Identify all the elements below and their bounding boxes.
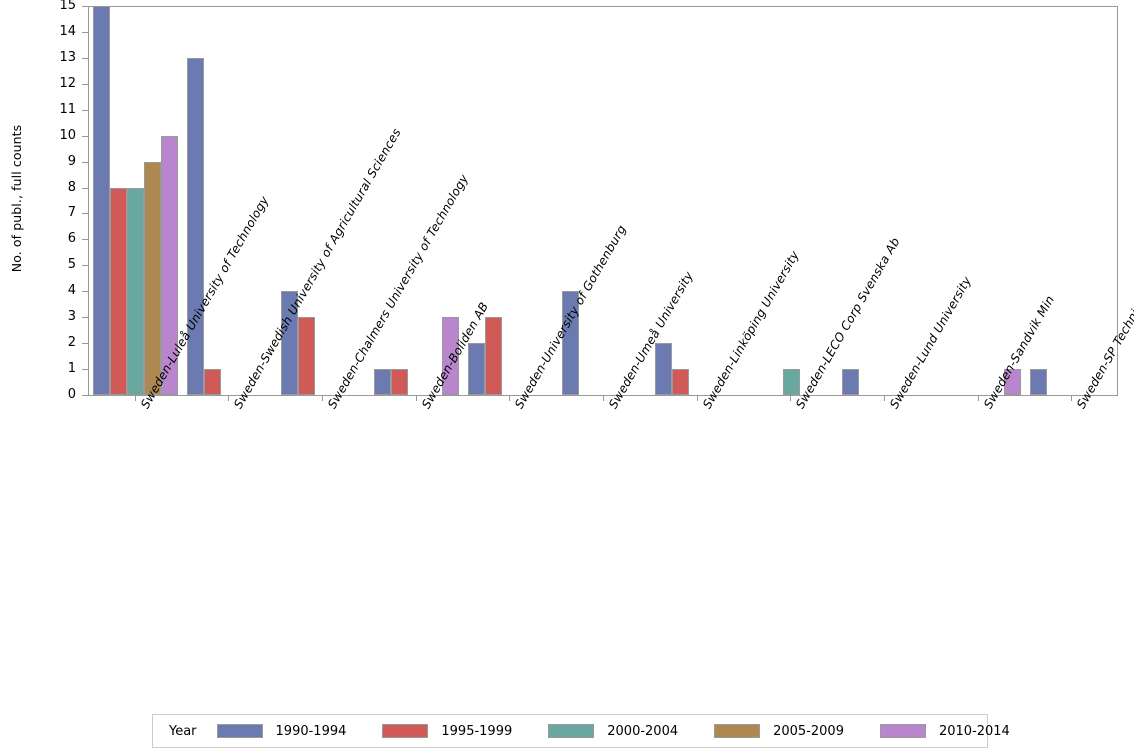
y-tick-label: 7	[67, 205, 76, 221]
x-tick-mark	[228, 396, 230, 401]
legend-swatch	[548, 724, 595, 738]
y-tick-mark	[82, 161, 88, 163]
y-tick-label: 14	[59, 23, 76, 39]
y-axis-title: No. of publ., full counts	[0, 0, 34, 396]
bar	[110, 187, 128, 395]
legend-entry[interactable]: 2000-2004	[548, 724, 678, 739]
y-tick-mark	[82, 317, 88, 319]
y-tick-label: 4	[67, 283, 76, 299]
legend-swatch	[216, 724, 263, 738]
bar	[127, 187, 145, 395]
bar	[782, 369, 800, 395]
y-tick-label: 5	[67, 257, 76, 273]
legend-label: 2000-2004	[607, 723, 679, 739]
plot-area	[88, 6, 1118, 396]
legend-entry[interactable]: 1990-1994	[216, 723, 347, 739]
y-tick-label: 0	[67, 387, 76, 402]
y-tick-mark	[82, 31, 88, 33]
y-tick-mark	[82, 187, 88, 189]
y-tick-mark	[82, 109, 88, 111]
y-tick-label: 15	[59, 0, 76, 13]
legend-swatch	[382, 724, 429, 738]
bar	[655, 343, 673, 395]
x-tick-mark	[1071, 396, 1073, 401]
bar	[93, 6, 111, 395]
y-tick-mark	[82, 57, 88, 59]
bar	[1004, 369, 1022, 395]
bar	[842, 369, 860, 395]
bar	[297, 317, 315, 395]
y-tick-label: 11	[59, 101, 76, 117]
legend-swatch	[714, 724, 761, 738]
legend-entry[interactable]: 2010-2014	[879, 723, 1010, 739]
legend-title: Year	[169, 723, 197, 739]
y-tick-mark	[82, 395, 88, 396]
y-axis-title-text: No. of publ., full counts	[9, 124, 25, 272]
x-tick-mark	[134, 396, 136, 401]
legend: Year 1990-1994 1995-1999 2000-2004 2005-200…	[152, 714, 1010, 748]
x-tick-mark	[322, 396, 324, 401]
bar	[484, 317, 502, 395]
y-tick-label: 6	[67, 231, 76, 247]
y-tick-label: 2	[67, 335, 76, 351]
bar	[203, 369, 221, 395]
bar	[391, 369, 409, 395]
legend-label: 1990-1994	[275, 723, 347, 739]
y-tick-mark	[82, 265, 88, 267]
legend-label: 2005-2009	[773, 723, 844, 739]
bar	[144, 161, 162, 395]
y-tick-mark	[82, 239, 88, 241]
x-tick-mark	[696, 396, 698, 401]
y-tick-label: 9	[67, 153, 76, 169]
bar	[442, 317, 460, 395]
x-tick-mark	[415, 396, 417, 401]
y-tick-mark	[82, 6, 88, 7]
x-tick-mark	[603, 396, 604, 401]
x-tick-mark	[509, 396, 511, 401]
legend-label: 2010-2014	[938, 723, 1010, 739]
bar	[161, 135, 179, 395]
bar	[467, 343, 485, 395]
bar	[1029, 369, 1047, 395]
y-tick-mark	[82, 369, 88, 371]
x-tick-mark	[977, 396, 979, 401]
x-tick-mark	[790, 396, 792, 401]
legend-swatch	[879, 724, 926, 738]
y-tick-mark	[82, 291, 88, 293]
legend-entries: 1990-1994 1995-1999 2000-2004 2005-2009 2010…	[216, 723, 1046, 739]
y-tick-mark	[82, 83, 88, 85]
y-tick-label: 10	[59, 127, 76, 143]
bars-container	[89, 6, 1117, 395]
y-tick-mark	[82, 213, 88, 215]
y-tick-mark	[82, 343, 88, 345]
y-tick-label: 3	[67, 309, 76, 325]
legend-entry[interactable]: 2005-2009	[714, 724, 844, 739]
x-tick-mark	[883, 396, 885, 401]
bar	[186, 57, 204, 395]
y-tick-label: 13	[59, 49, 76, 65]
y-tick-mark	[82, 135, 88, 137]
legend-label: 1995-1999	[441, 723, 513, 739]
y-tick-label: 12	[59, 75, 76, 91]
bar	[374, 369, 392, 395]
bar	[561, 291, 579, 395]
bar	[672, 369, 690, 395]
y-tick-label: 1	[67, 361, 76, 377]
bar	[280, 291, 298, 395]
legend-entry[interactable]: 1995-1999	[382, 724, 512, 739]
y-tick-label: 8	[67, 179, 76, 195]
